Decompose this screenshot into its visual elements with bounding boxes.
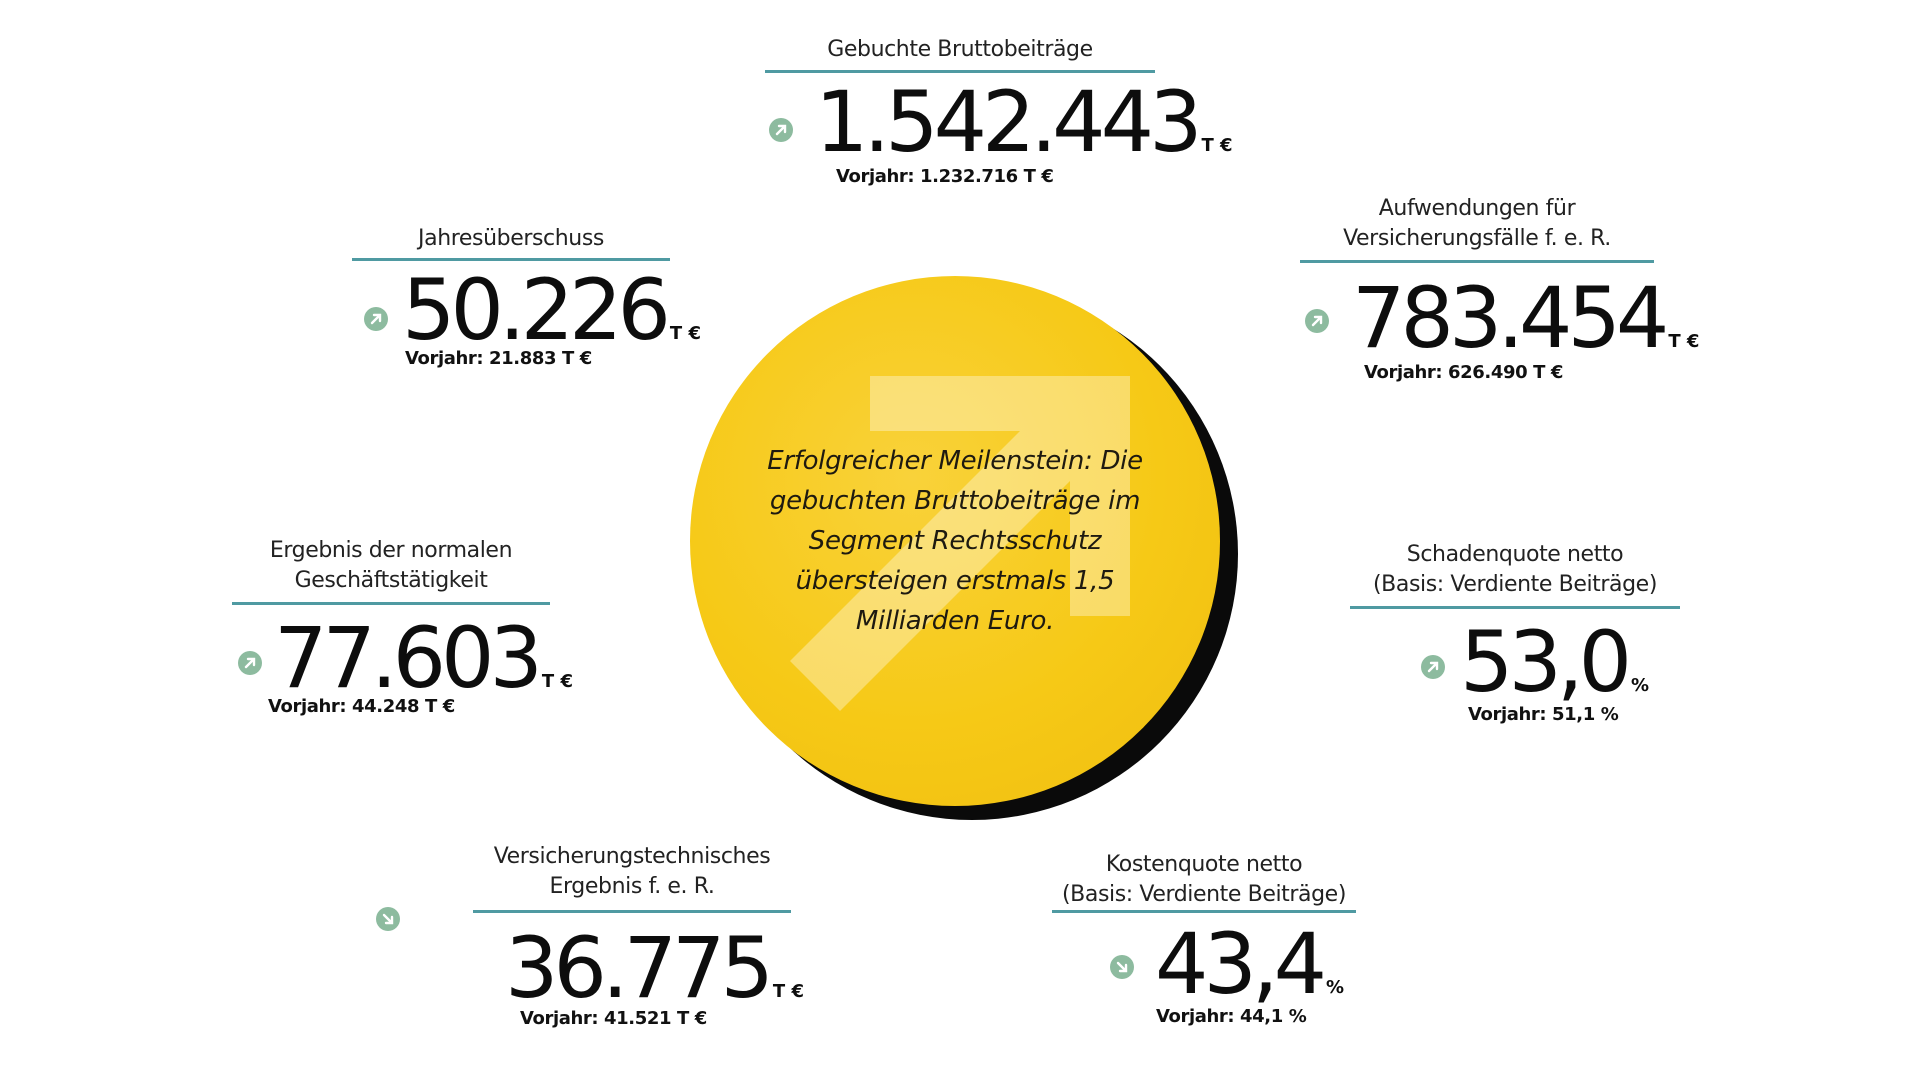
metric-title: Aufwendungen für Versicherungsfälle f. e… [1343,196,1611,251]
metric-value: 50.226 T € [402,261,701,359]
trend-up-icon [364,307,388,331]
metric-value: 43,4% [1155,915,1345,1013]
metric-value: 783.454 T € [1352,269,1700,367]
milestone-line: übersteigen erstmals 1,5 [795,566,1115,596]
metric-title: Ergebnis der normalen Geschäftstätigkeit [269,538,513,593]
trend-up-icon [238,651,262,675]
milestone-line: gebuchten Bruttobeiträge im [769,486,1141,516]
trend-down-icon [376,907,400,931]
metric-title: Gebuchte Bruttobeiträge [827,37,1093,62]
previous-year-value: Vorjahr: 51,1 % [1468,704,1619,725]
metric-title: Versicherungstechnisches Ergebnis f. e. … [493,844,771,899]
metric-title: Kostenquote netto (Basis: Verdiente Beit… [1061,852,1347,907]
milestone-line: Milliarden Euro. [855,606,1055,636]
metric-title: Schadenquote netto (Basis: Verdiente Bei… [1372,542,1658,597]
divider [232,602,550,605]
milestone-line: Erfolgreicher Meilenstein: Die [767,446,1143,476]
highlight-circle: Erfolgreicher Meilenstein: Die gebuchten… [690,276,1220,806]
previous-year-value: Vorjahr: 44,1 % [1156,1006,1307,1027]
divider [765,70,1155,73]
divider [473,910,791,913]
divider [1052,910,1356,913]
milestone-text: Erfolgreicher Meilenstein: Die gebuchten… [760,441,1150,641]
previous-year-value: Vorjahr: 41.521 T € [520,1008,707,1029]
previous-year-value: Vorjahr: 21.883 T € [405,348,592,369]
trend-up-icon [1305,309,1329,333]
trend-down-icon [1110,955,1134,979]
metric-value: 1.542.443 T € [815,73,1233,171]
trend-up-icon [769,118,793,142]
metric-value: 77.603 T € [274,609,573,707]
metric-title: Jahresüberschuss [418,226,604,251]
milestone-line: Segment Rechtsschutz [808,526,1102,556]
previous-year-value: Vorjahr: 44.248 T € [268,696,455,717]
divider [352,258,670,261]
trend-up-icon [1421,655,1445,679]
previous-year-value: Vorjahr: 1.232.716 T € [836,166,1054,187]
divider [1300,260,1654,263]
divider [1350,606,1680,609]
previous-year-value: Vorjahr: 626.490 T € [1364,362,1563,383]
arrow-up-right-icon [790,376,1130,711]
metric-value: 36.775 T € [505,919,804,1017]
metric-value: 53,0% [1460,613,1650,711]
